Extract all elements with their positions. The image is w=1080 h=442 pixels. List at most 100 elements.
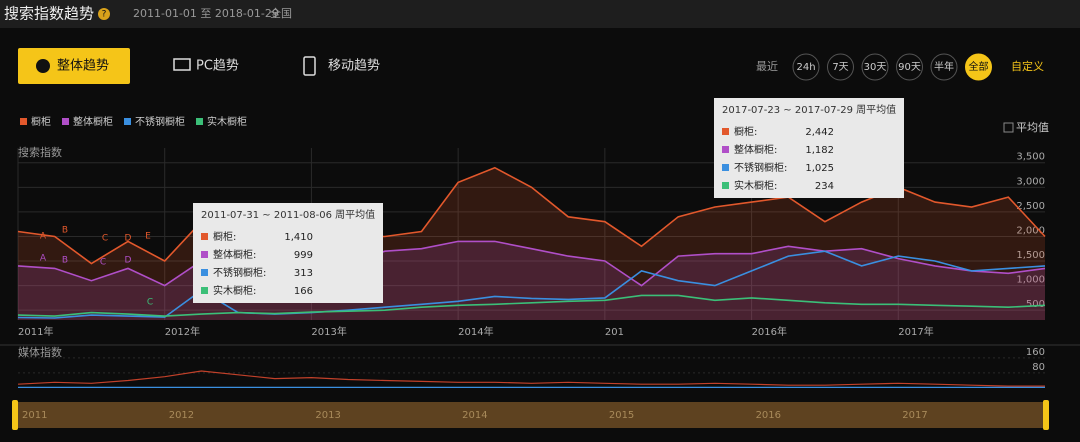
tooltip-name: 整体橱柜:: [213, 248, 256, 261]
range-slider[interactable]: [14, 402, 1048, 428]
x-tick-label: 2012年: [165, 325, 200, 338]
range-option-label[interactable]: 7天: [832, 62, 848, 73]
y-tick-label: 2,000: [1016, 225, 1045, 236]
range-label: 最近: [756, 60, 778, 73]
series-line: [17, 294, 1046, 317]
y-tick-label: 3,000: [1016, 176, 1045, 187]
tab-overall[interactable]: [18, 48, 130, 84]
range-option[interactable]: [930, 53, 958, 81]
x-tick-label: 2011年: [18, 325, 53, 338]
annotation: E: [145, 232, 151, 242]
x-tick-label: 2014年: [458, 325, 493, 338]
tooltip-swatch: [722, 128, 729, 135]
tooltip-title: 2011-07-31 ~ 2011-08-06 周平均值: [201, 208, 375, 221]
series-line: [17, 240, 1046, 287]
tooltip-name: 不锈钢橱柜:: [213, 266, 266, 279]
y-tick-label: 1,500: [1016, 250, 1045, 261]
range-option[interactable]: [896, 53, 923, 81]
slider-label: 2014: [462, 410, 487, 421]
slider-label: 2013: [315, 410, 340, 421]
range-custom[interactable]: 自定义: [1011, 59, 1044, 73]
legend-label[interactable]: 整体橱柜: [73, 115, 113, 128]
help-mark[interactable]: ?: [102, 10, 107, 20]
tooltip-value: 2,442: [805, 127, 834, 138]
tab-label[interactable]: 整体趋势: [57, 58, 109, 74]
tooltip: [714, 98, 904, 198]
tooltip-name: 实木橱柜:: [213, 284, 256, 297]
slider-label: 2015: [609, 410, 634, 421]
annotation: D: [125, 234, 132, 244]
slider-label: 2017: [902, 410, 927, 421]
y-tick-label: 500: [1026, 299, 1045, 310]
range-option[interactable]: [965, 53, 992, 81]
x-tick-label: 201: [605, 327, 624, 338]
tooltip-value: 1,025: [805, 163, 834, 174]
help-icon[interactable]: [98, 8, 110, 20]
tooltip: [193, 203, 383, 303]
range-option-label[interactable]: 半年: [934, 60, 954, 73]
range-option[interactable]: [861, 53, 889, 81]
date-range: 2011-01-01 至 2018-01-29: [133, 7, 279, 20]
tooltip-value: 313: [294, 268, 313, 279]
legend-label[interactable]: 实木橱柜: [207, 115, 247, 128]
annotation: A: [40, 232, 47, 242]
page-title: 搜索指数趋势: [4, 5, 94, 23]
tooltip-value: 166: [294, 286, 313, 297]
top-bar: [0, 0, 1080, 28]
tooltip-swatch: [722, 164, 729, 171]
range-option[interactable]: [792, 53, 820, 81]
slider-label: 2016: [756, 410, 781, 421]
y-tick-label: 160: [1026, 347, 1045, 358]
range-option-label[interactable]: 90天: [898, 62, 921, 73]
range-option-label[interactable]: 全部: [969, 60, 989, 73]
average-toggle[interactable]: 平均值: [1016, 121, 1049, 134]
tooltip-swatch: [201, 251, 208, 258]
average-checkbox[interactable]: [1003, 122, 1014, 133]
tooltip-value: 999: [294, 250, 313, 261]
range-option-label[interactable]: 24h: [796, 62, 815, 73]
tooltip-value: 234: [815, 181, 834, 192]
legend-label[interactable]: 橱柜: [31, 115, 51, 128]
annotation: C: [100, 258, 106, 268]
tooltip-name: 橱柜:: [213, 230, 236, 243]
tab-label[interactable]: 移动趋势: [328, 58, 380, 74]
annotation: D: [125, 256, 132, 266]
slider-label: 2012: [169, 410, 194, 421]
range-option[interactable]: [827, 53, 854, 81]
legend-swatch[interactable]: [62, 118, 69, 125]
tooltip-name: 实木橱柜:: [734, 179, 777, 192]
legend-swatch[interactable]: [20, 118, 27, 125]
series-line: [17, 370, 1045, 387]
region: 全国: [270, 6, 292, 20]
annotation: B: [62, 256, 68, 266]
tab-label[interactable]: PC趋势: [196, 58, 239, 74]
tab-icon: [303, 56, 316, 76]
legend-swatch[interactable]: [196, 118, 203, 125]
annotation: A: [40, 254, 47, 264]
tooltip-value: 1,410: [284, 232, 313, 243]
y-tick-label: 1,000: [1016, 275, 1045, 286]
tab-icon: [36, 59, 50, 73]
y-tick-label: 3,500: [1016, 152, 1045, 163]
slider-handle[interactable]: [12, 400, 18, 430]
series-line: [17, 250, 1046, 319]
y-tick-label: 2,500: [1016, 201, 1045, 212]
tooltip-swatch: [201, 269, 208, 276]
tooltip-title: 2017-07-23 ~ 2017-07-29 周平均值: [722, 103, 896, 116]
slider-label: 2011: [22, 410, 47, 421]
tooltip-swatch: [722, 146, 729, 153]
tooltip-name: 整体橱柜:: [734, 143, 777, 156]
legend-label[interactable]: 不锈钢橱柜: [135, 115, 185, 128]
x-tick-label: 2017年: [898, 325, 933, 338]
y-axis-title: 搜索指数: [18, 145, 62, 159]
tab-icon: [173, 58, 191, 71]
x-tick-label: 2013年: [311, 325, 346, 338]
annotation: B: [62, 226, 68, 236]
slider-handle[interactable]: [1043, 400, 1049, 430]
range-option-label[interactable]: 30天: [864, 62, 887, 73]
tooltip-value: 1,182: [805, 145, 834, 156]
legend-swatch[interactable]: [124, 118, 131, 125]
annotation: C: [102, 234, 108, 244]
tooltip-swatch: [201, 233, 208, 240]
